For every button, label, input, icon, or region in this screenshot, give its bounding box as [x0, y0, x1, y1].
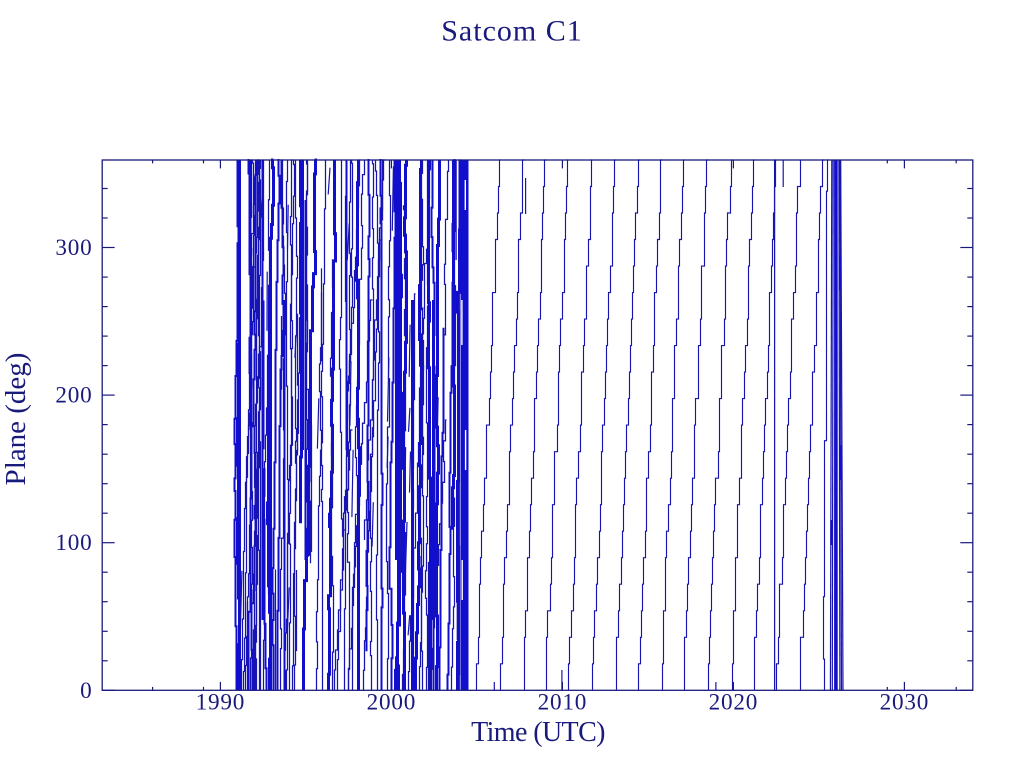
svg-text:0: 0 — [80, 678, 92, 704]
svg-text:200: 200 — [55, 383, 92, 409]
svg-text:2000: 2000 — [367, 690, 417, 716]
svg-text:Satcom C1: Satcom C1 — [441, 14, 583, 47]
svg-text:Time (UTC): Time (UTC) — [471, 717, 605, 748]
svg-text:100: 100 — [55, 530, 92, 556]
svg-text:300: 300 — [55, 235, 92, 261]
svg-text:2030: 2030 — [880, 690, 930, 716]
svg-text:1990: 1990 — [196, 690, 246, 716]
svg-text:2020: 2020 — [709, 690, 759, 716]
svg-text:2010: 2010 — [538, 690, 588, 716]
svg-text:Plane (deg): Plane (deg) — [0, 353, 32, 486]
